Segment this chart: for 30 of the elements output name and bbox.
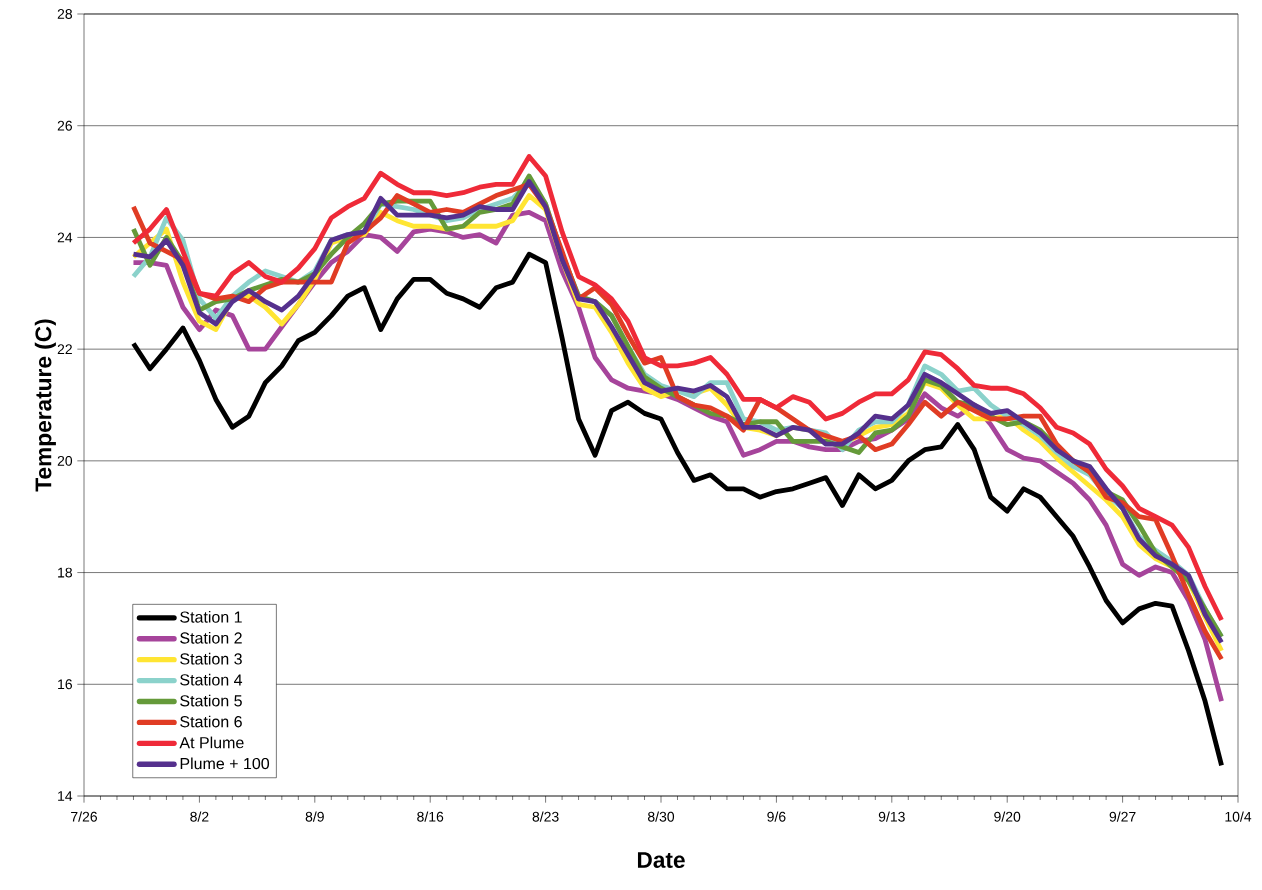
x-tick-label: 9/13	[878, 811, 905, 822]
y-tick-label: 16	[58, 679, 73, 690]
x-tick-label: 10/4	[1225, 811, 1252, 822]
line-series	[131, 251, 1224, 768]
legend-label: At Plume	[179, 736, 244, 749]
legend-label: Plume + 100	[180, 757, 270, 770]
legend-label: Station 1	[180, 611, 242, 623]
x-tick-label: 8/16	[417, 811, 444, 822]
x-tick-label: 7/26	[71, 811, 98, 822]
x-tick-label: 9/27	[1109, 811, 1136, 822]
x-tick-label: 8/9	[305, 811, 324, 822]
y-tick-label: 24	[57, 232, 73, 243]
y-tick-label: 26	[57, 120, 73, 131]
y-tick-label: 20	[57, 455, 73, 466]
legend-label: Station 3	[180, 652, 242, 665]
y-tick-label: 14	[58, 791, 73, 801]
y-tick-label: 22	[57, 344, 72, 355]
x-tick-label: 8/30	[647, 811, 675, 822]
y-tick-label: 28	[57, 9, 73, 19]
legend-label: Station 2	[180, 631, 242, 644]
x-axis-title: Date	[637, 852, 685, 868]
x-tick-label: 8/2	[190, 811, 209, 822]
y-axis-title: Temperature (C)	[34, 319, 56, 492]
legend-label: Station 4	[180, 673, 243, 686]
y-tick-label: 18	[58, 567, 73, 578]
legend-label: Station 6	[180, 715, 242, 728]
legend-label: Station 5	[180, 694, 242, 707]
x-tick-label: 8/23	[532, 811, 559, 822]
x-tick-label: 9/6	[767, 811, 786, 822]
x-tick-label: 9/20	[994, 811, 1021, 822]
